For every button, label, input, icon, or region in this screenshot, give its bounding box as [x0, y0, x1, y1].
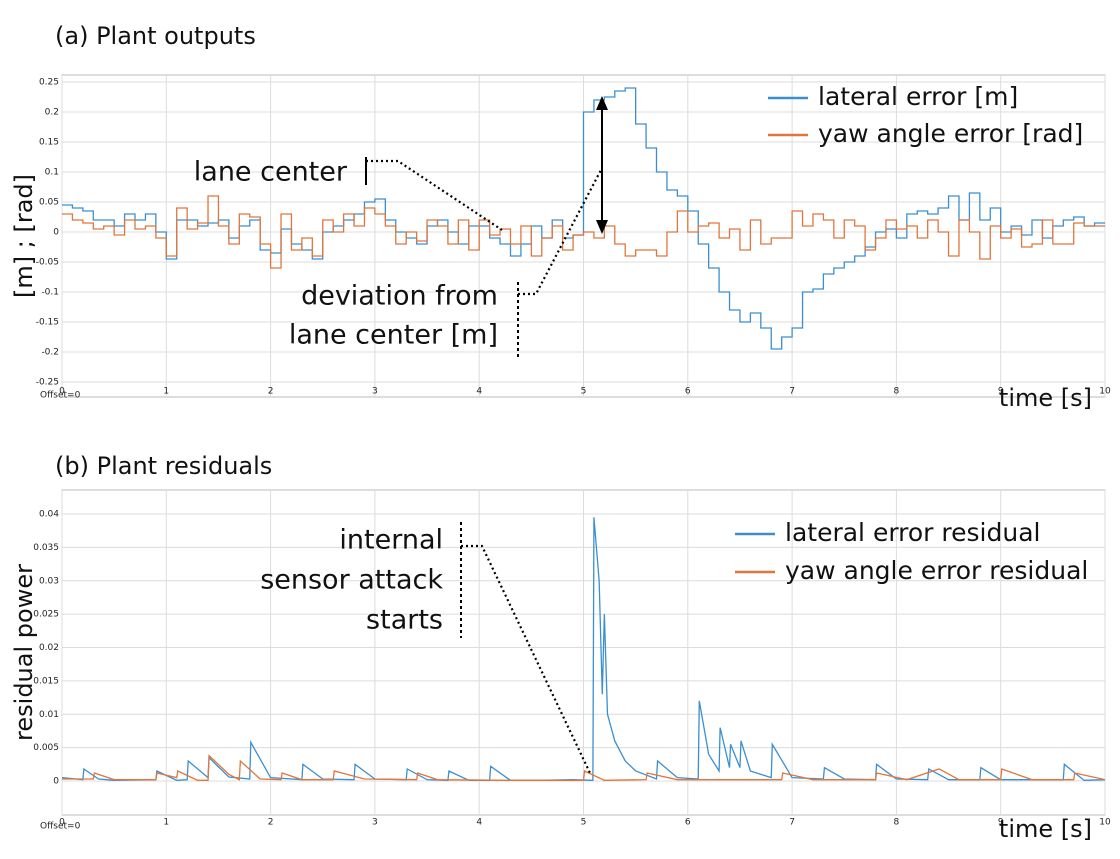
legend-label: lateral error residual — [785, 518, 1040, 547]
x-tick-label: 8 — [894, 818, 900, 828]
y-tick-label: -0.25 — [36, 378, 59, 388]
chart-title: (a) Plant outputs — [55, 22, 256, 50]
x-tick-label: 7 — [789, 387, 795, 397]
y-tick-label: 0.035 — [33, 543, 59, 553]
offset-label: Offset=0 — [40, 822, 81, 832]
y-tick-label: 0.15 — [39, 138, 59, 148]
x-tick-label: 4 — [476, 818, 482, 828]
y-tick-label: 0.025 — [33, 610, 59, 620]
x-axis-label: time [s] — [999, 384, 1092, 412]
annotation-pointers — [365, 96, 608, 774]
y-tick-label: 0.04 — [39, 510, 59, 520]
y-tick-label: 0.2 — [45, 108, 59, 118]
x-tick-label: 5 — [581, 818, 587, 828]
offset-label: Offset=0 — [40, 391, 81, 401]
y-tick-label: 0.015 — [33, 676, 59, 686]
x-tick-label: 3 — [372, 387, 378, 397]
x-tick-label: 9 — [998, 387, 1004, 397]
x-tick-label: 2 — [268, 818, 274, 828]
chart-title: (b) Plant residuals — [55, 452, 272, 480]
y-tick-label: 0.03 — [39, 576, 59, 586]
y-tick-label: -0.2 — [41, 348, 59, 358]
y-tick-label: 0.25 — [39, 78, 59, 88]
y-tick-label: 0.05 — [39, 198, 59, 208]
x-tick-label: 4 — [476, 387, 482, 397]
x-axis-label: time [s] — [999, 815, 1092, 843]
series-line — [62, 87, 1105, 350]
y-axis-label: residual power — [10, 564, 38, 741]
x-tick-label: 1 — [163, 387, 169, 397]
series-line — [62, 195, 1105, 269]
x-tick-label: 0 — [59, 387, 65, 397]
pointer — [461, 544, 591, 774]
legend-label: yaw angle error [rad] — [818, 119, 1083, 148]
x-tick-label: 9 — [998, 818, 1004, 828]
y-tick-label: 0 — [53, 228, 59, 238]
x-tick-label: 7 — [789, 818, 795, 828]
arrow-head — [596, 220, 608, 234]
annotation: deviation from — [301, 281, 498, 312]
x-tick-label: 3 — [372, 818, 378, 828]
x-tick-label: 8 — [894, 387, 900, 397]
x-tick-label: 2 — [268, 387, 274, 397]
y-tick-label: 0.01 — [39, 710, 59, 720]
annotation: internal — [339, 525, 443, 556]
y-tick-label: -0.1 — [41, 288, 59, 298]
x-tick-label: 5 — [581, 387, 587, 397]
x-tick-label: 0 — [59, 818, 65, 828]
x-tick-label: 6 — [685, 818, 691, 828]
x-tick-label: 10 — [1099, 818, 1111, 828]
y-tick-label: -0.05 — [36, 258, 59, 268]
pointer — [366, 159, 503, 231]
y-tick-label: 0.1 — [45, 168, 59, 178]
legend-label: lateral error [m] — [818, 82, 1018, 111]
annotation: sensor attack — [260, 565, 443, 596]
x-tick-label: 6 — [685, 387, 691, 397]
annotation: lane center [m] — [289, 320, 498, 351]
series-line — [62, 754, 1106, 781]
y-axis-label: [m] ; [rad] — [10, 174, 38, 298]
x-tick-label: 10 — [1099, 387, 1111, 397]
y-tick-label: -0.15 — [36, 318, 59, 328]
pointer — [518, 167, 603, 296]
legend-label: yaw angle error residual — [785, 556, 1088, 585]
x-tick-label: 1 — [163, 818, 169, 828]
arrow-head — [596, 96, 608, 110]
annotation: starts — [366, 605, 443, 636]
y-tick-label: 0.02 — [39, 643, 59, 653]
y-tick-label: 0 — [53, 777, 59, 787]
annotation: lane center — [194, 157, 348, 188]
y-tick-label: 0.005 — [33, 743, 59, 753]
